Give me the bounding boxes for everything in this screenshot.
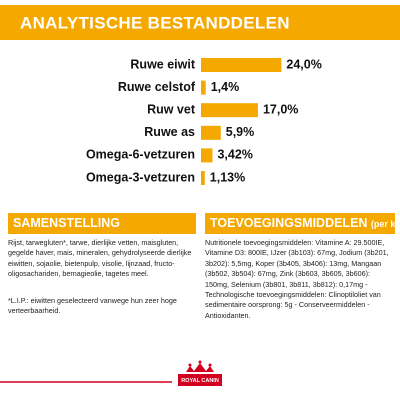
category-label: Ruw vet xyxy=(147,102,196,116)
bar xyxy=(201,80,206,95)
category-label: Omega-6-vetzuren xyxy=(86,148,195,162)
title-banner xyxy=(0,5,400,40)
composition-title: SAMENSTELLING xyxy=(13,216,120,230)
chart-title: ANALYTISCHE BESTANDDELEN xyxy=(20,13,290,32)
additives-header: TOEVOEGINGSMIDDELEN (per kg) xyxy=(205,213,395,234)
value-label: 3,42% xyxy=(217,148,252,162)
bar xyxy=(201,58,282,72)
bar xyxy=(201,103,258,118)
category-label: Ruwe as xyxy=(144,125,195,139)
composition-header: SAMENSTELLING xyxy=(8,213,196,234)
value-label: 1,4% xyxy=(211,80,240,94)
bar xyxy=(201,171,205,185)
category-label: Omega-3-vetzuren xyxy=(86,170,195,184)
additives-unit: (per kg) xyxy=(370,219,395,229)
bar xyxy=(201,148,213,163)
additives-title: TOEVOEGINGSMIDDELEN xyxy=(210,216,368,230)
composition-text: Rijst, tarwegluten*, tarwe, dierlijke ve… xyxy=(8,238,192,279)
additives-text: Nutritionele toevoegingsmiddelen: Vitami… xyxy=(205,238,389,320)
value-label: 5,9% xyxy=(226,125,255,139)
svg-text:ROYAL CANIN: ROYAL CANIN xyxy=(181,378,219,384)
logo: ROYAL CANIN xyxy=(178,360,222,386)
value-label: 17,0% xyxy=(263,102,298,116)
value-label: 1,13% xyxy=(210,170,245,184)
category-label: Ruwe celstof xyxy=(118,80,196,94)
bar xyxy=(201,125,221,140)
category-label: Ruwe eiwit xyxy=(130,57,195,71)
composition-note: *L.I.P.: eiwitten geselecteerd vanwege h… xyxy=(8,296,177,316)
value-label: 24,0% xyxy=(286,57,321,71)
